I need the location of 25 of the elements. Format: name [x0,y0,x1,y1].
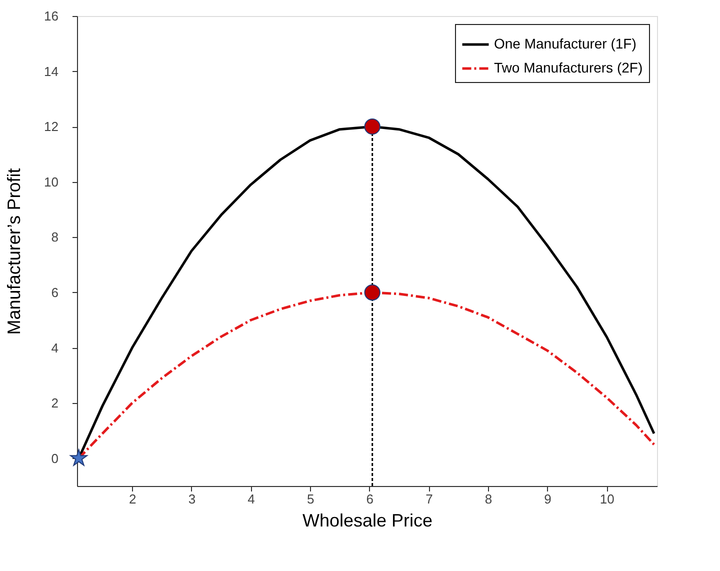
x-tick-label: 4 [248,492,255,506]
y-tick-label: 0 [51,450,58,466]
x-tick-label: 3 [188,492,196,506]
x-tick-label: 5 [306,492,314,506]
y-tick-label: 2 [51,396,58,411]
point [364,118,380,135]
y-tick-label: 10 [44,174,58,190]
x-tick-label: 6 [366,492,374,506]
y-axis-title: Manufacturer’s Profit [4,168,24,335]
legend-label: One Manufacturer (1F) [494,36,636,52]
point [364,284,380,301]
x-axis-title: Wholesale Price [302,510,433,530]
y-tick-label: 6 [51,284,58,300]
x-tick-label: 8 [484,492,492,506]
y-tick-label: 16 [44,8,58,24]
x-tick-label: 10 [600,492,614,506]
legend-label: Two Manufacturers (2F) [494,60,643,76]
x-tick-label: 7 [426,492,433,506]
x-tick-label: 9 [544,492,552,506]
y-tick-label: 8 [51,230,58,245]
x-tick-label: 2 [129,492,136,506]
point [70,449,88,466]
y-tick-label: 4 [51,340,58,356]
y-tick-label: 14 [44,64,58,79]
y-tick-label: 12 [44,119,58,134]
